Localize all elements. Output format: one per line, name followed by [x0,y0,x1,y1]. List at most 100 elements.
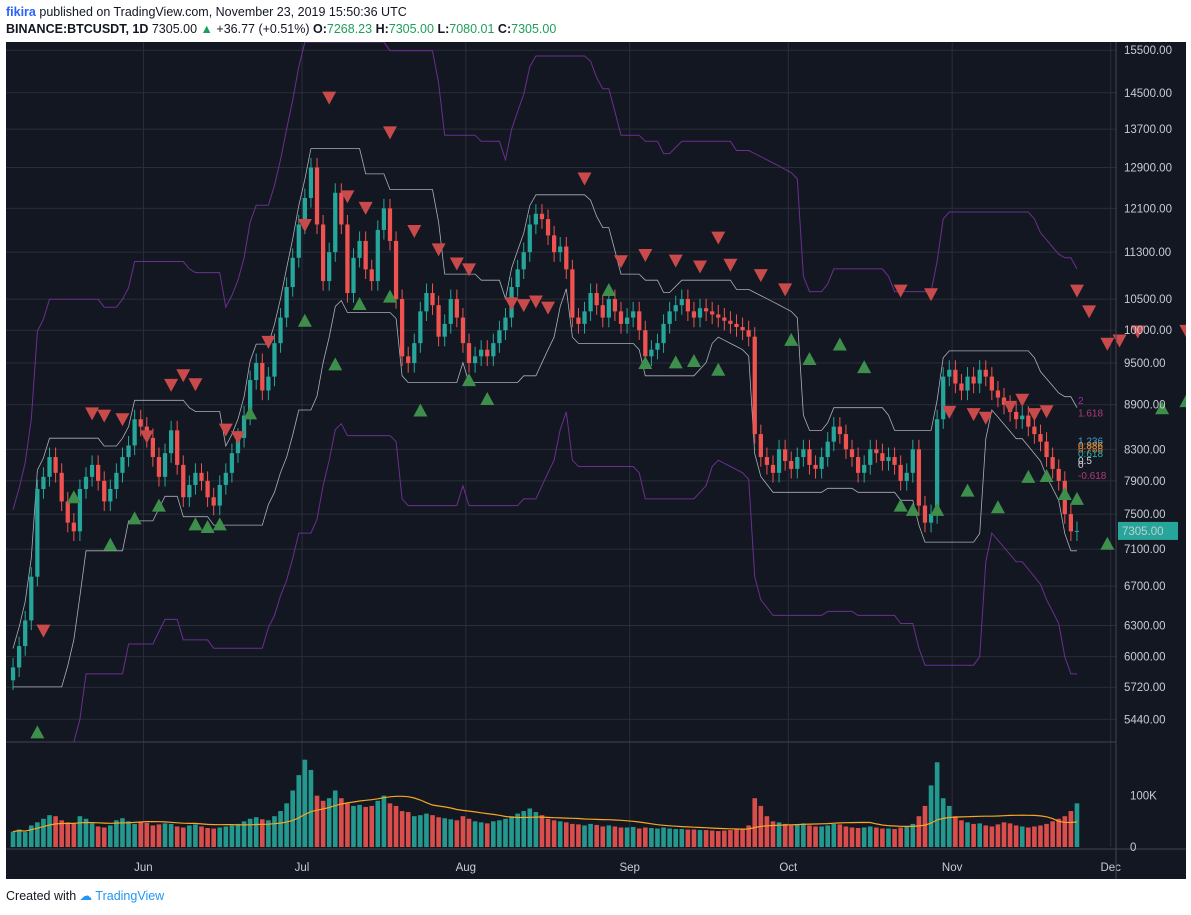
signal-up-marker [30,725,45,739]
volume-bar [606,825,612,847]
fib-level-label: -0.618 [1078,471,1107,482]
candle-body [235,437,241,454]
candle-body [132,419,137,446]
volume-bar [807,825,812,847]
signal-up-marker [66,490,81,504]
candle-body [612,299,618,312]
candle-body [126,445,131,458]
candle-body [284,287,289,318]
candle-body [150,437,155,458]
volume-ma-line [12,795,1078,833]
low-value: 7080.01 [449,22,495,36]
candle-body [904,472,909,481]
volume-bar [667,828,672,847]
candle-body [485,349,490,357]
candle-body [941,376,946,420]
signal-up-marker [243,406,258,420]
volume-bar [1001,822,1007,847]
price-tick-label: 5720.00 [1124,682,1166,694]
high-value: 7305.00 [388,22,434,36]
volume-bar [728,830,733,847]
volume-bar [193,824,198,847]
candle-body [491,343,496,357]
signal-up-marker [1057,486,1072,500]
volume-bar [387,803,393,847]
candle-body [241,415,247,438]
volume-bar [302,759,308,847]
candle-body [35,489,40,577]
candle-body [369,269,374,282]
volume-bar [977,823,982,847]
current-price-badge [1118,521,1178,540]
candle-body [862,464,867,473]
candle-body [156,457,162,477]
price-tick-label: 7100.00 [1124,544,1166,556]
volume-bar [539,815,545,847]
volume-bar [794,824,800,847]
volume-bar [940,798,946,847]
candle-body [448,299,453,324]
signal-down-marker [541,301,556,315]
tradingview-brand[interactable]: TradingView [95,889,165,903]
signal-up-marker [1021,469,1036,483]
volume-bar [855,828,861,847]
candle-body [503,317,508,331]
candle-body [1050,457,1055,469]
volume-bar [1062,816,1068,847]
volume-bar [272,816,277,847]
author-link[interactable]: fikira [6,5,36,19]
candle-body [783,449,788,461]
volume-bar [880,828,885,847]
volume-bar [357,804,362,847]
candle-body [47,457,52,477]
volume-bar [418,815,423,847]
volume-bar [588,823,593,847]
volume-bar [229,825,235,847]
volume-bar [643,827,648,847]
volume-bar [661,827,666,847]
volume-bar [849,827,855,847]
candle-body [254,363,259,381]
volume-bar [801,823,806,847]
candle-body [454,299,459,318]
candle-body [272,343,277,377]
signal-down-marker [504,297,519,311]
volume-bar [478,822,484,847]
volume-bar [126,821,131,847]
signal-up-marker [151,498,166,512]
volume-bar [345,803,350,847]
candle-body [831,426,836,442]
candle-body [916,449,922,506]
volume-bar [405,812,411,847]
candle-body [1056,468,1061,481]
signal-up-marker [1179,394,1186,408]
signal-up-marker [188,517,203,531]
candle-body [795,457,800,469]
price-tick-label: 5440.00 [1124,714,1166,726]
volume-bar [71,823,77,847]
chart-area[interactable]: 2 1.618 1.236 0.886 0.786 0.618 0.5 0 -0.618 155… [6,42,1186,879]
date-tick-label: Sep [619,862,639,874]
volume-bar [953,816,958,847]
volume-bar [959,820,964,847]
volume-bar [752,798,758,847]
candle-body [412,343,417,364]
candle-body [953,369,958,384]
candle-body [1074,530,1080,532]
signal-down-marker [528,295,543,309]
volume-bar [831,823,837,847]
signal-down-marker [978,411,993,425]
candle-body [527,224,532,253]
volume-bar [223,826,229,847]
volume-bar [874,827,879,847]
volume-bar [59,820,64,847]
price-tick-label: 6000.00 [1124,652,1166,664]
candle-body [892,457,897,465]
signal-up-marker [893,498,908,512]
volume-bar [339,798,344,847]
signal-up-marker [832,337,847,351]
volume-bar [825,825,831,847]
candle-body [260,363,265,391]
candle-body [211,497,216,506]
